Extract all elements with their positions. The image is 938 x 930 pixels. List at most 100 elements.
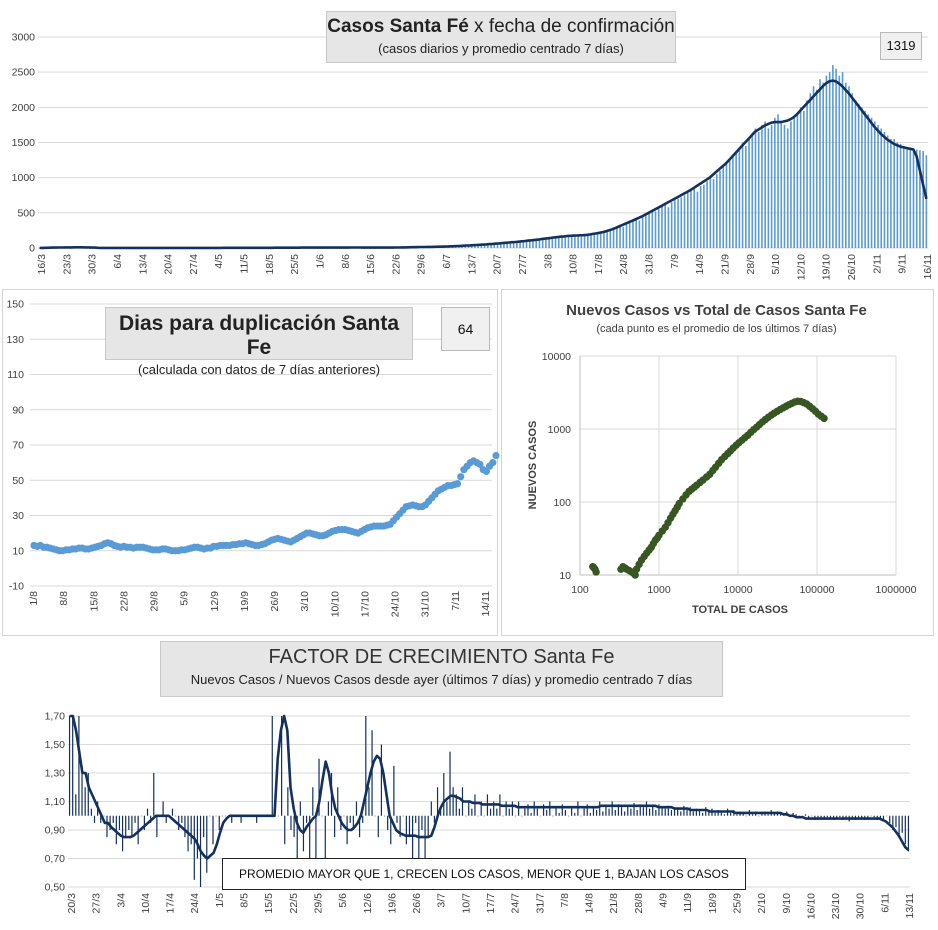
- x-tick-label: 1/8: [28, 591, 40, 606]
- y-tick-label: 0,50: [45, 882, 66, 894]
- bar: [715, 174, 718, 248]
- bar: [509, 242, 512, 248]
- chart-doubling-last-value: 64: [441, 307, 490, 351]
- bar: [365, 716, 367, 816]
- bar: [904, 815, 906, 845]
- x-tick-label: 6/7: [441, 254, 453, 269]
- bar: [670, 202, 673, 248]
- x-tick-label: 1000: [647, 584, 671, 596]
- bar: [677, 808, 679, 816]
- bar: [780, 121, 783, 248]
- bar: [761, 812, 763, 816]
- bar: [886, 815, 888, 817]
- bar: [296, 815, 298, 873]
- x-tick-label: 9/10: [781, 893, 793, 914]
- chart-growth-note: PROMEDIO MAYOR QUE 1, CRECEN LOS CASOS, …: [222, 858, 746, 890]
- bar: [709, 177, 712, 248]
- bar: [751, 135, 754, 248]
- bar: [281, 716, 283, 816]
- y-tick-label: 0: [29, 243, 35, 255]
- x-tick-label: 29/8: [149, 591, 161, 612]
- y-tick-label: 2000: [12, 102, 36, 114]
- y-tick-label: 10: [559, 570, 571, 582]
- x-tick-label: 20/3: [66, 893, 78, 914]
- bar: [879, 815, 881, 819]
- bar: [561, 236, 563, 248]
- bar: [358, 815, 361, 838]
- bar: [664, 204, 666, 248]
- x-tick-label: 18/9: [707, 893, 719, 914]
- bar: [499, 243, 502, 248]
- chart-doubling-title: Dias para duplicación Santa Fe: [118, 312, 400, 359]
- bar: [218, 815, 220, 830]
- bar: [577, 234, 579, 248]
- bar: [458, 808, 460, 816]
- chart-log-subtitle: (cada punto es el promedio de los último…: [596, 323, 837, 335]
- bar: [554, 236, 557, 248]
- y-tick-label: 0,70: [45, 853, 66, 865]
- bar: [870, 117, 873, 248]
- bar: [725, 163, 728, 248]
- x-tick-label: 28/8: [633, 893, 645, 914]
- bar: [362, 815, 364, 823]
- bar: [224, 815, 227, 817]
- bar: [639, 804, 641, 816]
- x-tick-label: 26/6: [411, 893, 423, 914]
- bar: [848, 86, 850, 248]
- bar: [745, 815, 747, 817]
- x-tick-label: 2/10: [756, 893, 768, 914]
- bar: [477, 815, 479, 817]
- bar: [212, 815, 214, 845]
- chart-daily-cases: 0 500 1000 1500 2000 2500 3000 16/3 23/3 30/3 6/4…: [12, 32, 934, 281]
- bar: [100, 815, 102, 823]
- x-tick-label: 27/4: [188, 254, 200, 275]
- bar: [735, 153, 737, 248]
- bar: [616, 226, 618, 248]
- bar: [393, 765, 395, 816]
- bar: [548, 239, 550, 248]
- x-tick-label: 27/3: [91, 893, 103, 914]
- bar: [633, 802, 635, 816]
- bar: [892, 815, 894, 830]
- bar: [452, 787, 454, 816]
- bar: [418, 815, 420, 866]
- x-tick-label: 1000000: [876, 584, 917, 596]
- x-tick-label: 16/10: [805, 893, 817, 919]
- bar: [722, 167, 725, 248]
- bar: [625, 223, 628, 248]
- bar: [783, 124, 786, 248]
- bar: [702, 812, 704, 816]
- bar: [128, 815, 130, 830]
- chart-doubling-title-box: Dias para duplicación Santa Fe (calculad…: [105, 307, 413, 377]
- bar: [596, 232, 599, 248]
- bar: [118, 815, 121, 830]
- x-tick-label: 10/4: [140, 893, 152, 914]
- bar: [390, 815, 392, 845]
- bar: [318, 758, 320, 816]
- bar: [355, 801, 358, 816]
- y-tick-label: 110: [7, 369, 24, 381]
- bar: [683, 805, 685, 816]
- bar: [674, 200, 676, 248]
- y-tick-label: 1000: [12, 172, 36, 184]
- bar: [620, 807, 623, 816]
- bar: [829, 815, 832, 819]
- bar: [867, 815, 869, 819]
- x-tick-label: 13/4: [137, 254, 149, 275]
- bar: [277, 815, 280, 817]
- x-tick-label: 19/10: [821, 254, 833, 280]
- data-point: [482, 467, 490, 476]
- bar: [580, 815, 582, 817]
- bar: [826, 815, 828, 818]
- bar: [622, 226, 625, 248]
- chart-daily-cases-title: Casos Santa Fé: [327, 16, 469, 37]
- x-tick-label: 3/7: [436, 893, 448, 908]
- bar: [877, 124, 879, 248]
- bar: [535, 239, 538, 248]
- bar: [806, 100, 808, 248]
- bar: [587, 233, 589, 248]
- average-line: [69, 714, 910, 860]
- bar: [686, 810, 688, 816]
- bar: [539, 815, 542, 817]
- bar: [770, 124, 773, 248]
